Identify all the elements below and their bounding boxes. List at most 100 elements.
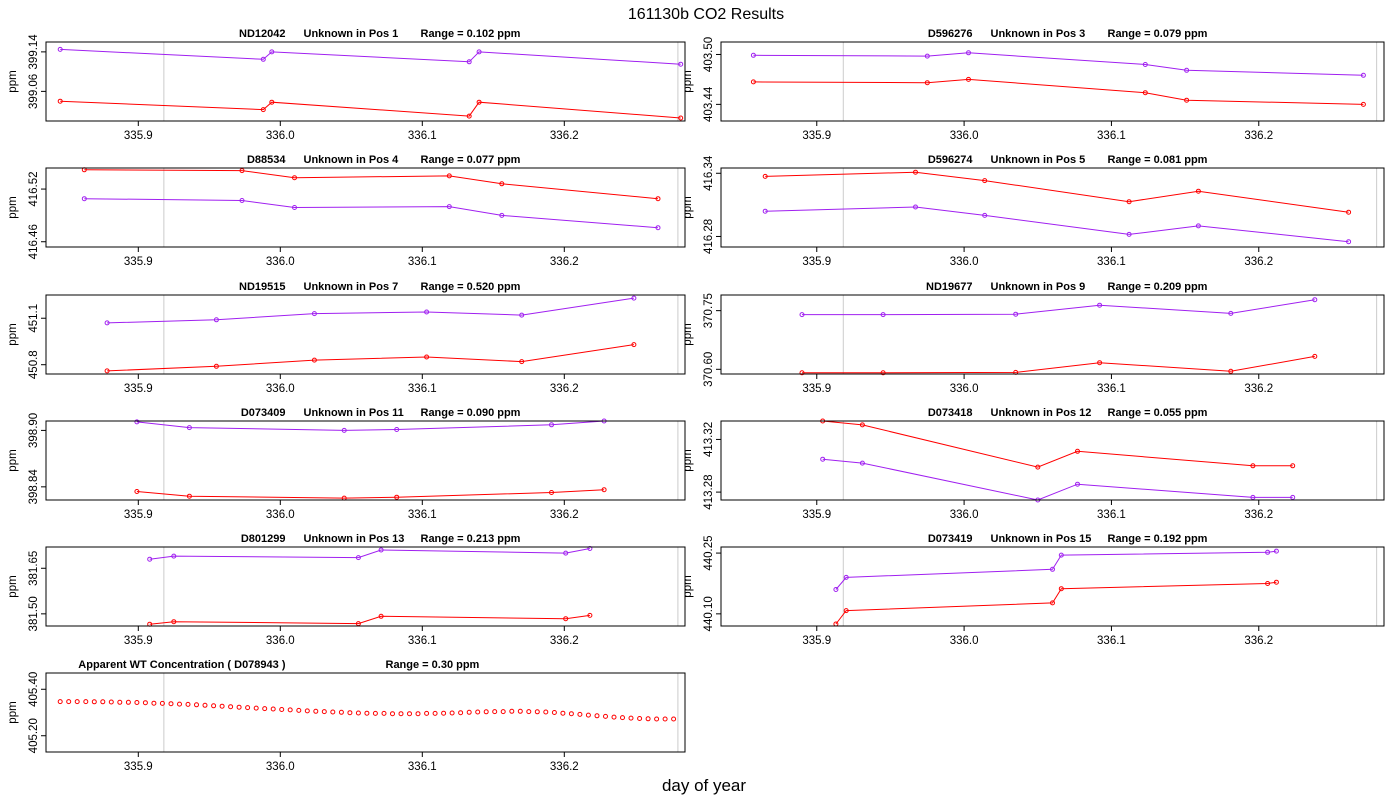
data-point xyxy=(637,716,643,721)
y-tick-label: 405.40 xyxy=(28,672,40,707)
main-title: 161130b CO2 Results xyxy=(628,6,784,23)
panel-description: Unknown in Pos 12 xyxy=(991,407,1092,419)
data-point xyxy=(543,709,549,715)
data-point xyxy=(549,490,554,495)
data-point xyxy=(762,208,768,214)
panel-description: Unknown in Pos 4 xyxy=(304,154,400,166)
x-tick-label: 335.9 xyxy=(802,130,831,142)
y-tick-label: 416.28 xyxy=(703,219,715,254)
y-tick-label: 416.46 xyxy=(28,224,40,259)
data-point xyxy=(260,56,266,62)
data-point xyxy=(394,494,400,500)
y-tick-label: 381.50 xyxy=(28,596,40,631)
x-tick-label: 336.1 xyxy=(1097,130,1126,142)
data-point xyxy=(134,489,140,494)
data-point xyxy=(1312,297,1318,303)
y-axis-label: ppm xyxy=(7,196,19,218)
x-tick-label: 336.0 xyxy=(266,635,295,647)
data-point xyxy=(1346,209,1352,215)
data-point xyxy=(355,555,361,561)
data-point xyxy=(466,709,472,715)
data-point xyxy=(577,711,583,717)
data-point xyxy=(1075,481,1080,487)
panel-description: Unknown in Pos 1 xyxy=(304,28,399,40)
data-point xyxy=(57,98,63,104)
y-tick-label: 398.84 xyxy=(28,469,40,505)
panel-description: Unknown in Pos 5 xyxy=(991,154,1086,166)
series-line-purple xyxy=(84,198,659,229)
data-point xyxy=(270,706,276,712)
data-point xyxy=(355,710,361,716)
panel-description: Unknown in Pos 3 xyxy=(991,28,1086,40)
data-point xyxy=(186,425,192,431)
data-point xyxy=(820,456,826,462)
data-point xyxy=(1050,566,1055,572)
data-point xyxy=(843,608,849,614)
series-line-red xyxy=(822,420,1293,468)
data-point xyxy=(74,699,80,705)
panel-6: ND19677 Unknown in Pos 9 Range = 0.209 ppm… xyxy=(682,281,1385,395)
data-point xyxy=(1273,579,1279,585)
plot-frame xyxy=(45,420,686,501)
data-point xyxy=(631,342,637,348)
series-line-purple xyxy=(765,206,1349,243)
y-tick-label: 451.1 xyxy=(28,304,40,333)
data-point xyxy=(1312,353,1318,359)
x-tick-label: 335.9 xyxy=(124,635,153,647)
panel-range: Range = 0.192 ppm xyxy=(1108,533,1208,545)
data-point xyxy=(432,710,438,716)
panel-5: ND19515 Unknown in Pos 7 Range = 0.520 ppm… xyxy=(7,281,686,395)
data-point xyxy=(859,422,865,428)
data-point xyxy=(449,710,455,716)
data-point xyxy=(177,701,182,707)
data-point xyxy=(424,354,430,360)
panel-4: D596274 Unknown in Pos 5 Range = 0.081 ppm… xyxy=(682,154,1385,268)
data-point xyxy=(441,710,447,716)
x-tick-label: 336.2 xyxy=(1244,256,1273,268)
data-point xyxy=(296,707,302,713)
series-line-purple xyxy=(753,52,1364,76)
data-point xyxy=(311,311,317,317)
data-point xyxy=(476,49,482,55)
data-point xyxy=(194,702,199,708)
data-point xyxy=(880,312,886,318)
y-tick-label: 403.50 xyxy=(703,37,715,72)
data-point xyxy=(239,168,245,174)
data-point xyxy=(859,460,865,466)
y-tick-label: 370.75 xyxy=(703,293,715,328)
data-point xyxy=(239,198,245,203)
data-point xyxy=(378,547,384,553)
data-point xyxy=(982,178,988,184)
x-tick-label: 336.1 xyxy=(1097,256,1126,268)
data-point xyxy=(91,699,97,705)
data-point xyxy=(108,699,114,705)
plot-frame xyxy=(720,546,1385,627)
data-point xyxy=(446,204,452,210)
data-point xyxy=(134,700,140,705)
data-point xyxy=(381,710,387,716)
data-point xyxy=(620,715,625,721)
y-tick-label: 416.34 xyxy=(703,155,715,191)
data-point xyxy=(213,363,219,369)
panel-label: D596274 xyxy=(928,154,974,166)
data-point xyxy=(880,370,886,376)
panel-2: D596276 Unknown in Pos 3 Range = 0.079 ppm… xyxy=(682,28,1385,142)
data-point xyxy=(372,710,378,716)
data-point xyxy=(475,709,481,715)
data-point xyxy=(407,711,412,717)
data-point xyxy=(279,707,285,712)
panel-3: D88534 Unknown in Pos 4 Range = 0.077 ppm p… xyxy=(7,154,686,268)
series-line-purple xyxy=(136,420,605,431)
x-tick-label: 335.9 xyxy=(124,509,153,521)
data-point xyxy=(924,80,930,86)
data-point xyxy=(347,710,353,716)
x-tick-label: 336.0 xyxy=(950,635,979,647)
plot-frame xyxy=(45,167,686,248)
data-point xyxy=(142,700,148,706)
panel-description: Unknown in Pos 15 xyxy=(991,533,1092,545)
panel-label: ND19677 xyxy=(926,281,972,293)
y-axis-label: ppm xyxy=(682,70,694,92)
plot-frame xyxy=(45,41,686,122)
x-tick-label: 335.9 xyxy=(124,130,153,142)
data-point xyxy=(171,553,177,559)
